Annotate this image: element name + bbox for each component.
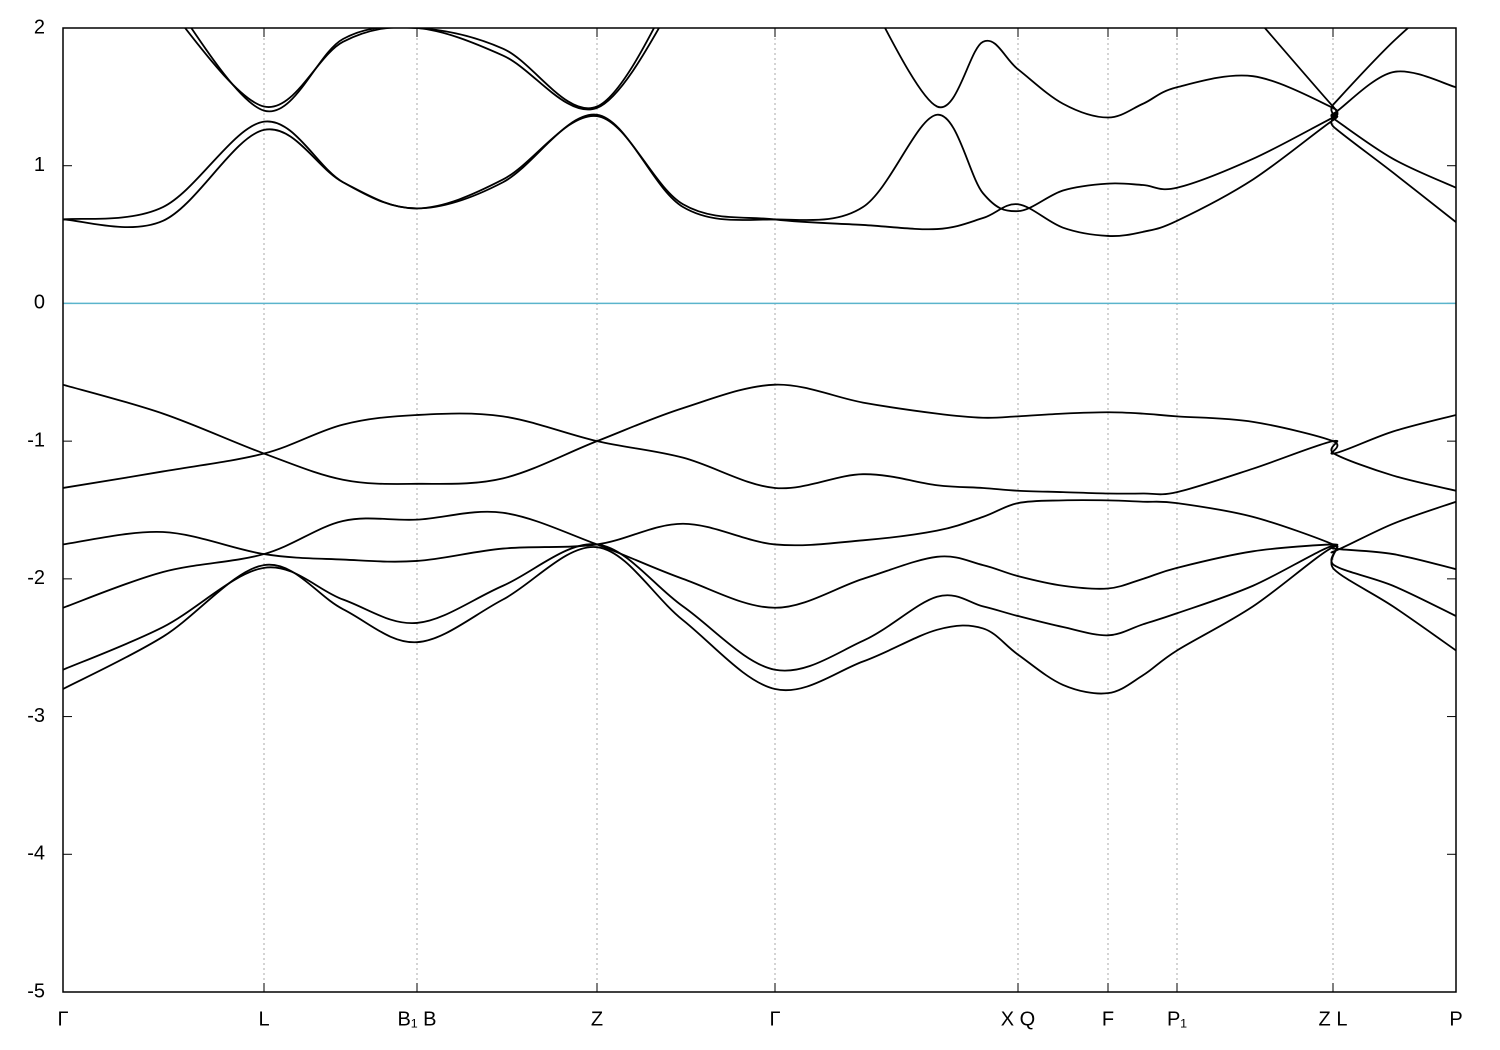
plot-frame [62, 27, 1457, 993]
tick-labels: -5 -4 -3 -2 -1 0 1 2 Γ L B₁ B Z Γ X Q F P₁ Z L P [27, 16, 1462, 1030]
x-tick-label: Γ [769, 1008, 780, 1030]
x-tick-label: F [1102, 1008, 1114, 1030]
band-line [63, 383, 1456, 485]
x-tick-label: Z [591, 1008, 603, 1030]
band-line [190, 28, 1410, 116]
band-line [63, 499, 1456, 563]
x-tick-label: Γ [57, 1008, 68, 1030]
y-tick-label: -1 [27, 429, 45, 451]
band-line [63, 510, 1456, 609]
x-tick-label: P₁ [1167, 1008, 1187, 1030]
band-line [63, 115, 1456, 237]
x-tick-label: B₁ B [398, 1008, 437, 1030]
band-line [63, 412, 1456, 496]
y-tick-label: 1 [34, 154, 45, 176]
bands [63, 28, 1456, 695]
y-tick-label: -2 [27, 567, 45, 589]
x-tick-label: X Q [1001, 1008, 1035, 1030]
band-line [183, 28, 1456, 119]
x-tick-label: P [1449, 1008, 1462, 1030]
band-line [63, 545, 1456, 695]
y-tick-label: -5 [27, 980, 45, 1002]
y-tick-label: 2 [34, 16, 45, 38]
y-tick-label: -4 [27, 843, 45, 865]
grid [62, 27, 1457, 993]
band-line [63, 112, 1456, 221]
x-tick-label: L [258, 1008, 269, 1030]
x-tick-label: Z L [1319, 1008, 1348, 1030]
y-tick-label: -3 [27, 705, 45, 727]
band-line [63, 543, 1456, 672]
y-tick-label: 0 [34, 292, 45, 314]
